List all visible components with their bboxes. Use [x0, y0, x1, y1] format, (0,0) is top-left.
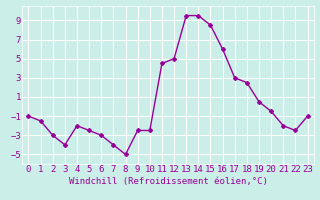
X-axis label: Windchill (Refroidissement éolien,°C): Windchill (Refroidissement éolien,°C) [68, 177, 268, 186]
